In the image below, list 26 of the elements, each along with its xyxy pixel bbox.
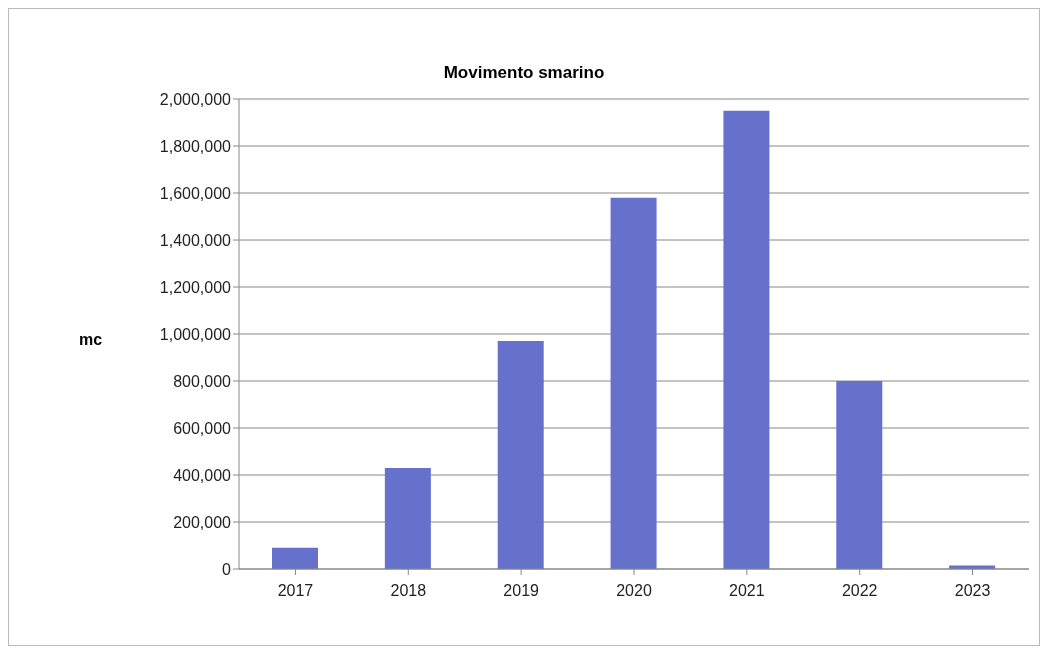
x-tick-label: 2019 — [503, 582, 540, 600]
y-tick-label: 800,000 — [173, 372, 232, 390]
y-axis-title: mc — [79, 331, 103, 349]
x-tick-label: 2017 — [277, 582, 314, 600]
y-tick-label: 400,000 — [173, 466, 232, 484]
y-tick-label: 1,600,000 — [159, 184, 232, 202]
x-tick-label: 2021 — [729, 582, 765, 600]
y-tick-label: 2,000,000 — [159, 90, 232, 108]
y-tick-label: 200,000 — [173, 513, 232, 531]
y-tick-label: 1,200,000 — [159, 278, 232, 296]
x-tick-label: 2018 — [390, 582, 427, 600]
x-tick-label: 2020 — [616, 582, 652, 600]
y-tick-label: 600,000 — [173, 419, 232, 437]
y-tick-label: 1,800,000 — [159, 137, 232, 155]
y-tick-label: 0 — [222, 560, 232, 578]
bar — [497, 341, 544, 569]
bar — [723, 110, 770, 569]
x-tick-label: 2022 — [841, 582, 878, 600]
y-tick-label: 1,000,000 — [159, 325, 232, 343]
bar — [610, 197, 657, 569]
chart-title: Movimento smarino — [442, 63, 606, 83]
x-tick-label: 2023 — [954, 582, 991, 600]
bar — [836, 381, 883, 569]
y-tick-label: 1,400,000 — [159, 231, 232, 249]
bar — [384, 467, 431, 569]
bar — [272, 547, 318, 569]
